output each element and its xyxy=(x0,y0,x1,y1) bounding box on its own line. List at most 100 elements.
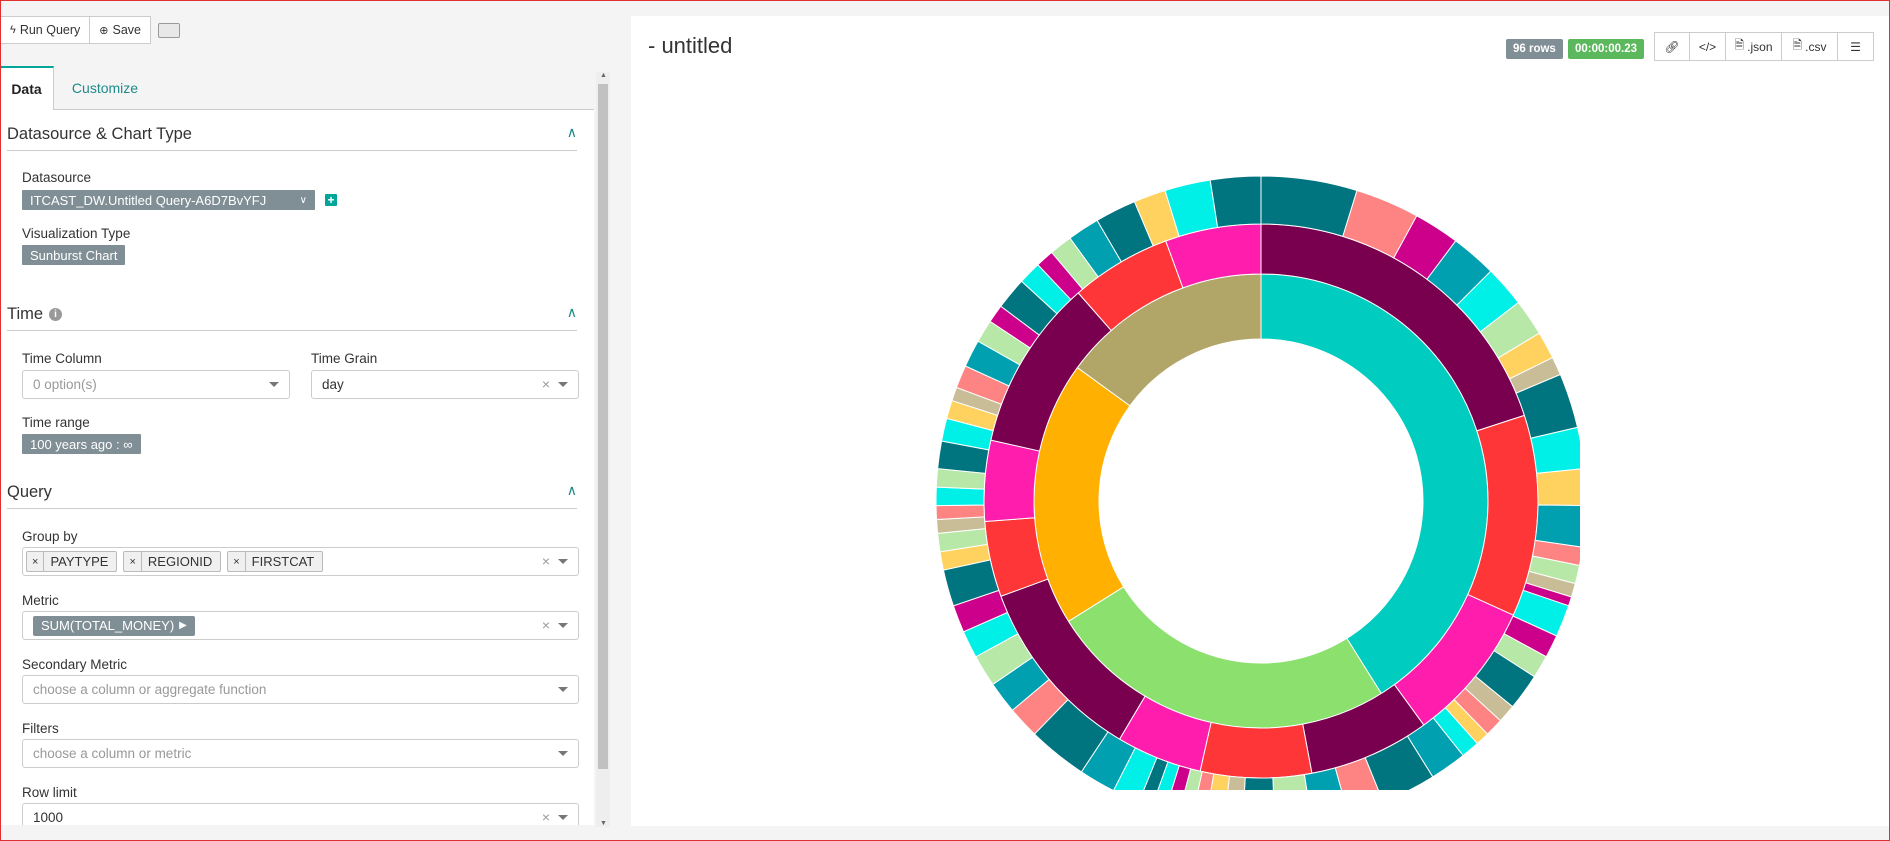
section-title: Query xyxy=(7,482,52,501)
metric-select[interactable]: SUM(TOTAL_MONEY) ▶ × xyxy=(22,611,579,640)
outer-ring-segment[interactable] xyxy=(1242,777,1274,790)
csv-label: .csv xyxy=(1805,39,1827,54)
info-icon[interactable]: i xyxy=(49,307,63,321)
chevron-down-icon: ∨ xyxy=(299,194,307,206)
clear-icon[interactable]: × xyxy=(541,553,550,569)
group-by-chip[interactable]: × PAYTYPE xyxy=(26,551,118,572)
chevron-up-icon[interactable]: ∧ xyxy=(566,304,577,320)
time-column-label: Time Column xyxy=(22,351,102,366)
filters-select[interactable]: choose a column or metric xyxy=(22,739,579,768)
tab-data[interactable]: Data xyxy=(0,66,54,110)
save-label: Save xyxy=(112,23,142,37)
secondary-metric-placeholder: choose a column or aggregate function xyxy=(33,682,267,697)
sunburst-chart[interactable] xyxy=(900,110,1580,790)
embed-button[interactable]: </> xyxy=(1690,32,1726,61)
panel-scrollbar[interactable]: ▲ ▼ xyxy=(596,72,610,827)
metric-label: Metric xyxy=(22,593,59,608)
section-title: Time xyxy=(7,304,44,323)
viz-type-value: Sunburst Chart xyxy=(30,247,118,263)
middle-ring-segment[interactable] xyxy=(983,439,1041,522)
chevron-up-icon[interactable]: ∧ xyxy=(566,124,577,140)
outer-ring-segment[interactable] xyxy=(1209,175,1262,228)
csv-button[interactable]: 🗎︎ .csv xyxy=(1782,32,1838,61)
row-limit-select[interactable]: 1000 × xyxy=(22,803,579,825)
scrollbar-thumb[interactable] xyxy=(598,84,608,769)
json-button[interactable]: 🗎︎ .json xyxy=(1726,32,1782,61)
middle-ring-segment[interactable] xyxy=(1199,721,1313,779)
code-icon: </> xyxy=(1698,39,1717,54)
group-by-label: Group by xyxy=(22,529,78,544)
scroll-up-icon[interactable]: ▲ xyxy=(600,72,607,79)
clear-icon[interactable]: × xyxy=(541,376,550,392)
outer-ring-segment[interactable] xyxy=(1536,468,1580,507)
filters-placeholder: choose a column or metric xyxy=(33,746,192,761)
menu-icon: ☰ xyxy=(1850,39,1861,54)
outer-ring-segment[interactable] xyxy=(935,486,985,507)
caret-down-icon xyxy=(558,623,568,628)
file-icon: 🗎︎ xyxy=(1734,38,1745,52)
section-query-header[interactable]: Query ∧ xyxy=(7,476,577,509)
caret-down-icon xyxy=(558,559,568,564)
section-title: Datasource & Chart Type xyxy=(7,124,192,143)
clear-icon[interactable]: × xyxy=(541,809,550,825)
caret-down-icon xyxy=(558,382,568,387)
run-query-button[interactable]: ϟ Run Query xyxy=(0,16,91,44)
triangle-right-icon: ▶ xyxy=(179,620,187,631)
caret-down-icon xyxy=(269,382,279,387)
time-range-label: Time range xyxy=(22,415,90,430)
time-grain-label: Time Grain xyxy=(311,351,378,366)
outer-ring-segment[interactable] xyxy=(935,504,985,521)
bolt-icon: ϟ xyxy=(10,24,16,36)
scroll-down-icon[interactable]: ▼ xyxy=(600,820,607,827)
run-query-label: Run Query xyxy=(19,23,81,37)
time-column-placeholder: 0 option(s) xyxy=(33,377,97,392)
add-datasource-icon[interactable]: + xyxy=(325,194,337,206)
secondary-metric-select[interactable]: choose a column or aggregate function xyxy=(22,675,579,704)
query-toolbar: ϟ Run Query ⊕ Save xyxy=(0,15,180,45)
datasource-label: Datasource xyxy=(22,170,92,185)
metric-value: SUM(TOTAL_MONEY) xyxy=(41,618,175,633)
row-limit-value: 1000 xyxy=(33,810,64,825)
time-range-value: 100 years ago : ∞ xyxy=(30,436,133,452)
viz-type-button[interactable]: Sunburst Chart xyxy=(22,245,126,265)
group-by-chip[interactable]: × FIRSTCAT xyxy=(227,551,324,572)
group-by-select[interactable]: × PAYTYPE × REGIONID × FIRSTCAT × xyxy=(22,547,579,576)
plus-circle-icon: ⊕ xyxy=(99,24,109,37)
viz-type-label: Visualization Type xyxy=(22,226,131,241)
time-column-select[interactable]: 0 option(s) xyxy=(22,370,290,399)
group-by-chip[interactable]: × REGIONID xyxy=(123,551,222,572)
filters-label: Filters xyxy=(22,721,59,736)
chip-label: FIRSTCAT xyxy=(251,554,315,569)
remove-icon[interactable]: × xyxy=(228,552,246,571)
time-grain-select[interactable]: day × xyxy=(311,370,579,399)
chart-title[interactable]: - untitled xyxy=(648,33,733,58)
remove-icon[interactable]: × xyxy=(27,552,45,571)
metric-chip[interactable]: SUM(TOTAL_MONEY) ▶ xyxy=(33,615,195,636)
link-icon: 🔗︎ xyxy=(1664,39,1680,54)
caret-down-icon xyxy=(558,687,568,692)
datasource-select[interactable]: ITCAST_DW.Untitled Query-A6D7BvYFJ ∨ xyxy=(22,190,315,210)
save-button[interactable]: ⊕ Save xyxy=(90,16,151,44)
section-datasource-header[interactable]: Datasource & Chart Type ∧ xyxy=(7,118,577,151)
chevron-up-icon[interactable]: ∧ xyxy=(566,482,577,498)
secondary-metric-label: Secondary Metric xyxy=(22,657,128,672)
chip-label: PAYTYPE xyxy=(50,554,109,569)
tab-customize[interactable]: Customize xyxy=(71,79,139,96)
section-time-header[interactable]: Time i ∧ xyxy=(7,298,577,331)
caret-down-icon xyxy=(558,751,568,756)
menu-button[interactable]: ☰ xyxy=(1838,32,1874,61)
keyboard-icon[interactable] xyxy=(158,22,180,38)
caret-down-icon xyxy=(558,815,568,820)
chip-label: REGIONID xyxy=(147,554,213,569)
time-grain-value: day xyxy=(322,377,344,392)
link-button[interactable]: 🔗︎ xyxy=(1654,32,1690,61)
query-time-badge: 00:00:00.23 xyxy=(1568,39,1645,59)
time-range-button[interactable]: 100 years ago : ∞ xyxy=(22,434,141,454)
control-panel: Datasource & Chart Type ∧ Datasource ITC… xyxy=(0,110,594,825)
row-count-badge: 96 rows xyxy=(1506,39,1563,59)
json-label: .json xyxy=(1747,39,1773,54)
clear-icon[interactable]: × xyxy=(541,617,550,633)
remove-icon[interactable]: × xyxy=(124,552,142,571)
datasource-value: ITCAST_DW.Untitled Query-A6D7BvYFJ xyxy=(30,192,267,208)
control-tabs: Data Customize xyxy=(0,66,594,110)
